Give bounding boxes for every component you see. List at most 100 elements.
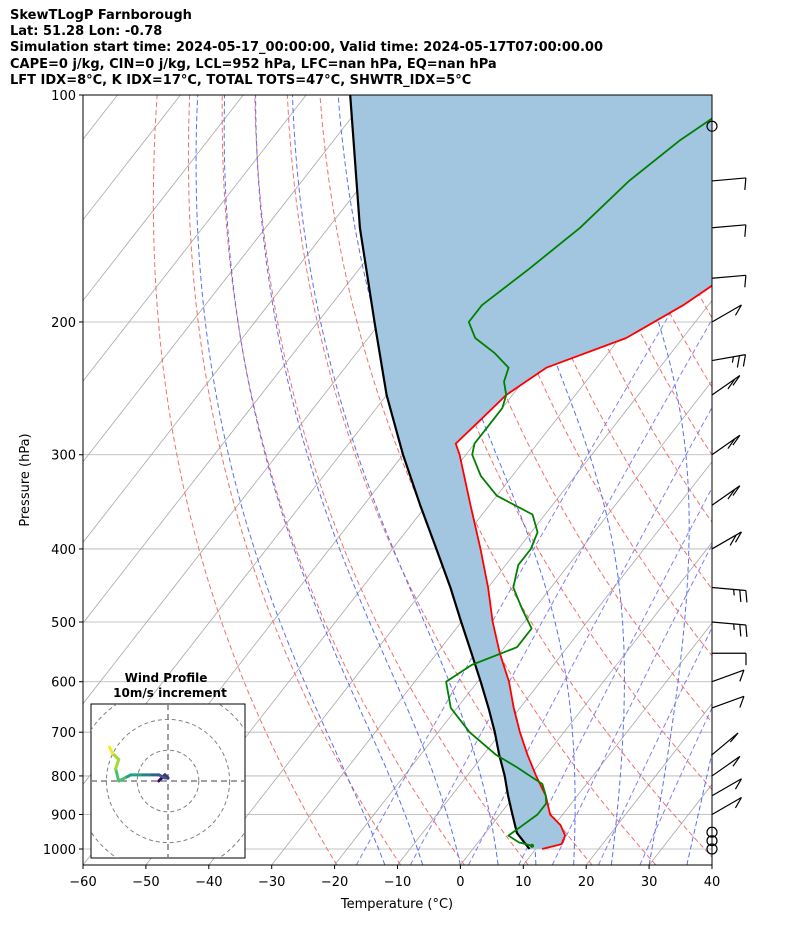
barb-flag: [739, 589, 742, 602]
barb-flag: [734, 797, 742, 809]
barb-flag: [734, 304, 742, 316]
dry-adiabat: [319, 95, 657, 865]
calm-circle: [706, 826, 718, 838]
y-tick-label: 900: [51, 808, 76, 823]
wind-barb: [711, 274, 747, 288]
wind-barb: [711, 224, 747, 237]
barb-flag: [736, 355, 741, 368]
barb-shaft: [711, 796, 742, 816]
barb-flag: [744, 224, 747, 237]
moist-adiabat: [255, 95, 461, 865]
x-tick-label: 20: [578, 875, 595, 890]
barb-half-flag: [733, 623, 735, 630]
dry-adiabat: [449, 95, 712, 657]
barb-flag: [732, 434, 741, 446]
profile-series: [349, 95, 712, 850]
wind-barb: [711, 304, 742, 323]
mixing-ratio-line: [409, 318, 712, 865]
header-location: Lat: 51.28 Lon: -0.78: [10, 24, 163, 40]
barb-shaft: [711, 531, 742, 550]
wind-barb: [711, 796, 742, 816]
isotherm: [83, 95, 433, 544]
x-tick-label: 40: [704, 875, 721, 890]
barb-flag: [744, 177, 747, 190]
wind-barb: [711, 621, 748, 637]
isotherm: [460, 541, 712, 865]
x-tick-label: 10: [515, 875, 532, 890]
barb-flag: [732, 756, 741, 767]
wind-barb: [711, 531, 742, 550]
wind-barb: [711, 695, 745, 709]
barb-flag: [727, 488, 736, 500]
barb-shaft: [711, 732, 739, 756]
x-axis-label: Temperature (°C): [340, 897, 453, 912]
barb-flag: [744, 275, 747, 288]
isotherm: [83, 95, 370, 463]
isotherm: [711, 864, 712, 865]
x-tick-label: −40: [195, 875, 222, 890]
barb-shaft: [711, 434, 741, 456]
wind-barb: [706, 843, 718, 855]
wind-barb: [711, 485, 741, 506]
dry-adiabat: [352, 95, 712, 858]
barb-half-flag: [731, 356, 735, 363]
dry-adiabat: [417, 95, 712, 724]
y-tick-label: 200: [51, 316, 76, 331]
barb-shaft: [711, 274, 746, 279]
hodograph-segment: [114, 767, 121, 783]
wind-barb: [711, 755, 741, 777]
x-tick-label: −50: [132, 875, 159, 890]
isotherm: [334, 380, 712, 865]
x-tick-label: −20: [321, 875, 348, 890]
surface-dewpoint-marker: [530, 843, 535, 848]
x-tick-label: −10: [384, 875, 411, 890]
barb-shaft: [711, 778, 742, 797]
wind-barb: [711, 586, 748, 603]
isotherm: [83, 95, 307, 382]
isotherm: [775, 95, 794, 865]
y-tick-label: 500: [51, 616, 76, 631]
wind-barb: [711, 177, 747, 190]
barb-flag: [739, 624, 742, 637]
calm-circle: [706, 835, 718, 847]
wind-barb: [711, 778, 742, 797]
barb-shaft: [711, 621, 746, 626]
barb-flag: [745, 624, 748, 637]
wind-barbs: [706, 120, 748, 855]
hodograph-subtitle: 10m/s increment: [113, 686, 227, 700]
hodograph-segment: [107, 745, 115, 755]
header-times: Simulation start time: 2024-05-17_00:00:…: [10, 40, 603, 56]
wind-barb: [711, 732, 739, 756]
barb-flag: [734, 778, 742, 790]
mixing-ratio-line: [597, 626, 712, 865]
barb-flag: [734, 531, 742, 543]
barb-shaft: [711, 304, 742, 323]
wind-barb: [706, 120, 718, 132]
barb-half-flag: [733, 589, 735, 596]
barb-shaft: [711, 586, 746, 592]
barb-flag: [729, 534, 737, 546]
y-tick-label: 600: [51, 676, 76, 691]
temperature-line: [454, 284, 712, 850]
wind-barb: [711, 354, 747, 368]
barb-shaft: [711, 177, 746, 182]
dry-adiabat: [547, 95, 712, 456]
barb-flag: [727, 438, 736, 449]
cin-shading: [350, 95, 712, 849]
dry-adiabat: [152, 95, 338, 865]
x-tick-label: −30: [258, 875, 285, 890]
axes: Temperature (°C) Pressure (hPa) −60 −50 −4…: [18, 89, 720, 912]
mixing-ratio-line: [639, 706, 712, 865]
mixing-ratio-line: [468, 406, 712, 865]
wind-barb: [706, 826, 718, 838]
barb-shaft: [711, 669, 745, 683]
wind-barb: [711, 669, 745, 683]
chart-header: SkewTLogP Farnborough Lat: 51.28 Lon: -0…: [10, 8, 603, 89]
y-tick-label: 100: [51, 89, 76, 104]
barb-flag: [745, 590, 748, 603]
barb-flag: [739, 696, 745, 708]
barb-shaft: [711, 695, 745, 709]
isotherm: [585, 703, 712, 865]
barb-shaft: [711, 755, 741, 777]
